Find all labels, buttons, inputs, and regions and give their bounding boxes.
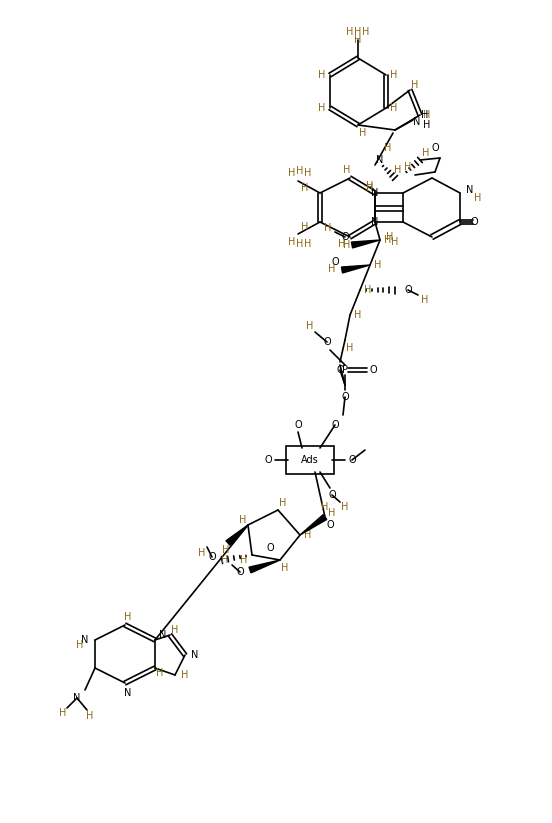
Polygon shape [342, 265, 370, 273]
Text: H: H [325, 223, 332, 233]
Text: O: O [341, 232, 349, 242]
Text: H: H [288, 168, 296, 178]
Text: H: H [124, 612, 132, 622]
Text: H: H [222, 545, 230, 555]
Text: O: O [470, 217, 478, 227]
Text: H: H [321, 502, 328, 512]
Text: N: N [371, 217, 379, 227]
Text: H: H [240, 515, 247, 525]
Text: N: N [124, 688, 132, 698]
Text: O: O [336, 365, 344, 375]
Text: H: H [240, 555, 248, 565]
Text: H: H [391, 237, 399, 247]
Text: H: H [394, 165, 402, 175]
Text: H: H [423, 110, 431, 120]
Text: H: H [367, 181, 374, 191]
Text: H: H [421, 110, 429, 120]
Text: H: H [76, 640, 84, 650]
Text: O: O [348, 455, 356, 465]
Text: H: H [221, 555, 229, 565]
Text: O: O [331, 420, 339, 430]
Text: H: H [279, 498, 286, 508]
Text: O: O [264, 455, 272, 465]
Text: H: H [319, 103, 326, 113]
Text: H: H [343, 165, 351, 175]
Text: N: N [81, 635, 89, 645]
Text: H: H [346, 343, 354, 353]
Text: N: N [160, 630, 167, 640]
Text: N: N [413, 117, 421, 127]
Text: H: H [304, 239, 312, 249]
Text: H: H [304, 168, 312, 178]
Text: H: H [198, 548, 206, 558]
Polygon shape [249, 560, 280, 573]
Text: N: N [73, 693, 81, 703]
Text: H: H [319, 70, 326, 80]
Text: O: O [404, 285, 412, 295]
Text: H: H [390, 103, 397, 113]
Text: N: N [371, 188, 379, 198]
Text: H: H [362, 27, 370, 37]
Text: H: H [411, 80, 418, 90]
Polygon shape [226, 525, 248, 545]
Text: O: O [341, 392, 349, 402]
Text: H: H [338, 239, 346, 249]
Text: H: H [282, 563, 289, 573]
Text: H: H [288, 237, 296, 247]
Text: H: H [301, 222, 309, 232]
Polygon shape [352, 240, 380, 248]
Text: O: O [208, 552, 216, 562]
Text: H: H [296, 166, 304, 176]
Text: H: H [354, 35, 362, 45]
Polygon shape [300, 514, 327, 535]
Text: O: O [266, 543, 274, 553]
Text: H: H [364, 285, 371, 295]
Text: H: H [343, 240, 351, 250]
Text: H: H [423, 120, 431, 130]
Text: N: N [376, 155, 384, 165]
Text: O: O [431, 143, 439, 153]
Text: H: H [156, 668, 164, 678]
Text: O: O [326, 520, 334, 530]
Text: O: O [331, 257, 339, 267]
Text: H: H [474, 193, 482, 203]
Text: H: H [421, 295, 429, 305]
Text: H: H [59, 708, 67, 718]
Text: H: H [304, 530, 312, 540]
Text: H: H [367, 183, 374, 193]
Text: H: H [384, 143, 392, 153]
Text: O: O [369, 365, 377, 375]
Text: H: H [354, 310, 362, 320]
Text: N: N [466, 185, 474, 195]
Text: O: O [236, 567, 244, 577]
Text: H: H [359, 128, 367, 138]
Text: H: H [346, 27, 354, 37]
Text: H: H [422, 148, 429, 158]
Text: H: H [404, 162, 412, 172]
Text: H: H [328, 508, 336, 518]
Text: O: O [328, 490, 336, 500]
Text: H: H [296, 239, 304, 249]
Text: O: O [323, 337, 331, 347]
Text: O: O [294, 420, 302, 430]
Text: H: H [390, 70, 397, 80]
Text: H: H [386, 232, 394, 242]
Text: H: H [328, 264, 336, 274]
Text: H: H [384, 235, 392, 245]
Text: H: H [86, 711, 94, 721]
Text: P: P [342, 365, 348, 375]
Text: Ads: Ads [301, 455, 319, 465]
Text: H: H [341, 502, 349, 512]
Text: H: H [301, 183, 309, 193]
Text: H: H [171, 625, 179, 635]
Text: H: H [306, 321, 314, 331]
Text: H: H [354, 27, 362, 37]
Text: H: H [181, 670, 189, 680]
Text: N: N [192, 650, 199, 660]
Text: H: H [374, 260, 381, 270]
